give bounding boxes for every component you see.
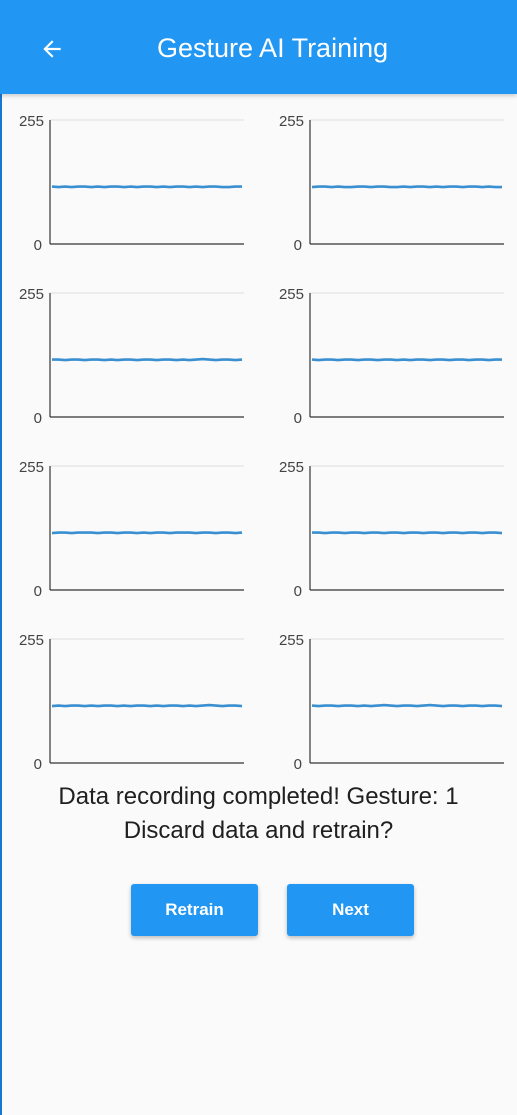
sensor-chart-5: 255 0 [0,450,252,610]
y-tick-label-max: 255 [279,459,304,476]
line-chart-plot: 255 0 [19,459,244,600]
line-chart-plot: 255 0 [279,286,504,427]
window-edge [0,0,2,1115]
line-chart-plot: 255 0 [19,113,244,254]
y-tick-label-min: 0 [34,237,42,254]
series-line [51,703,243,708]
y-tick-label-min: 0 [34,756,42,773]
series-line [311,185,502,189]
y-tick-label-max: 255 [19,459,44,476]
sensor-chart-7: 255 0 [0,623,252,783]
line-chart-plot: 255 0 [19,632,244,773]
y-tick-label-min: 0 [294,756,302,773]
y-tick-label-max: 255 [19,632,44,649]
next-button[interactable]: Next [287,884,414,936]
sensor-chart-6: 255 0 [260,450,512,610]
y-tick-label-min: 0 [294,583,302,600]
series-line [312,531,503,535]
back-button[interactable] [26,23,78,75]
line-chart-plot: 255 0 [279,459,504,600]
y-tick-label-max: 255 [279,632,304,649]
sensor-chart-4: 255 0 [260,277,512,437]
y-tick-label-min: 0 [34,583,42,600]
y-tick-label-max: 255 [19,286,44,303]
y-tick-label-max: 255 [279,286,304,303]
y-tick-label-min: 0 [294,237,302,254]
series-line [311,703,503,708]
y-tick-label-min: 0 [294,410,302,427]
sensor-chart-1: 255 0 [0,104,252,264]
series-line [51,531,243,535]
arrow-back-icon [43,40,61,58]
page-title: Gesture AI Training [157,33,389,63]
status-message-line-1: Data recording completed! Gesture: 1 [58,783,459,810]
status-message: Data recording completed! Gesture: 1 Dis… [0,780,517,848]
sensor-chart-2: 255 0 [260,104,512,264]
sensor-chart-3: 255 0 [0,277,252,437]
sensor-charts-grid: 255 0 255 0 255 0 255 0 255 0 255 0 255 0 255 0 [0,94,517,773]
series-line [311,358,502,362]
y-tick-label-max: 255 [279,113,304,130]
line-chart-plot: 255 0 [279,113,504,254]
sensor-chart-8: 255 0 [260,623,512,783]
y-tick-label-min: 0 [34,410,42,427]
line-chart-plot: 255 0 [279,632,504,773]
app-bar: Gesture AI Training [0,0,517,94]
y-tick-label-max: 255 [19,113,44,130]
series-line [52,357,243,362]
line-chart-plot: 255 0 [19,286,244,427]
retrain-button[interactable]: Retrain [131,884,258,936]
status-message-line-2: Discard data and retrain? [123,817,394,844]
series-line [51,185,242,189]
